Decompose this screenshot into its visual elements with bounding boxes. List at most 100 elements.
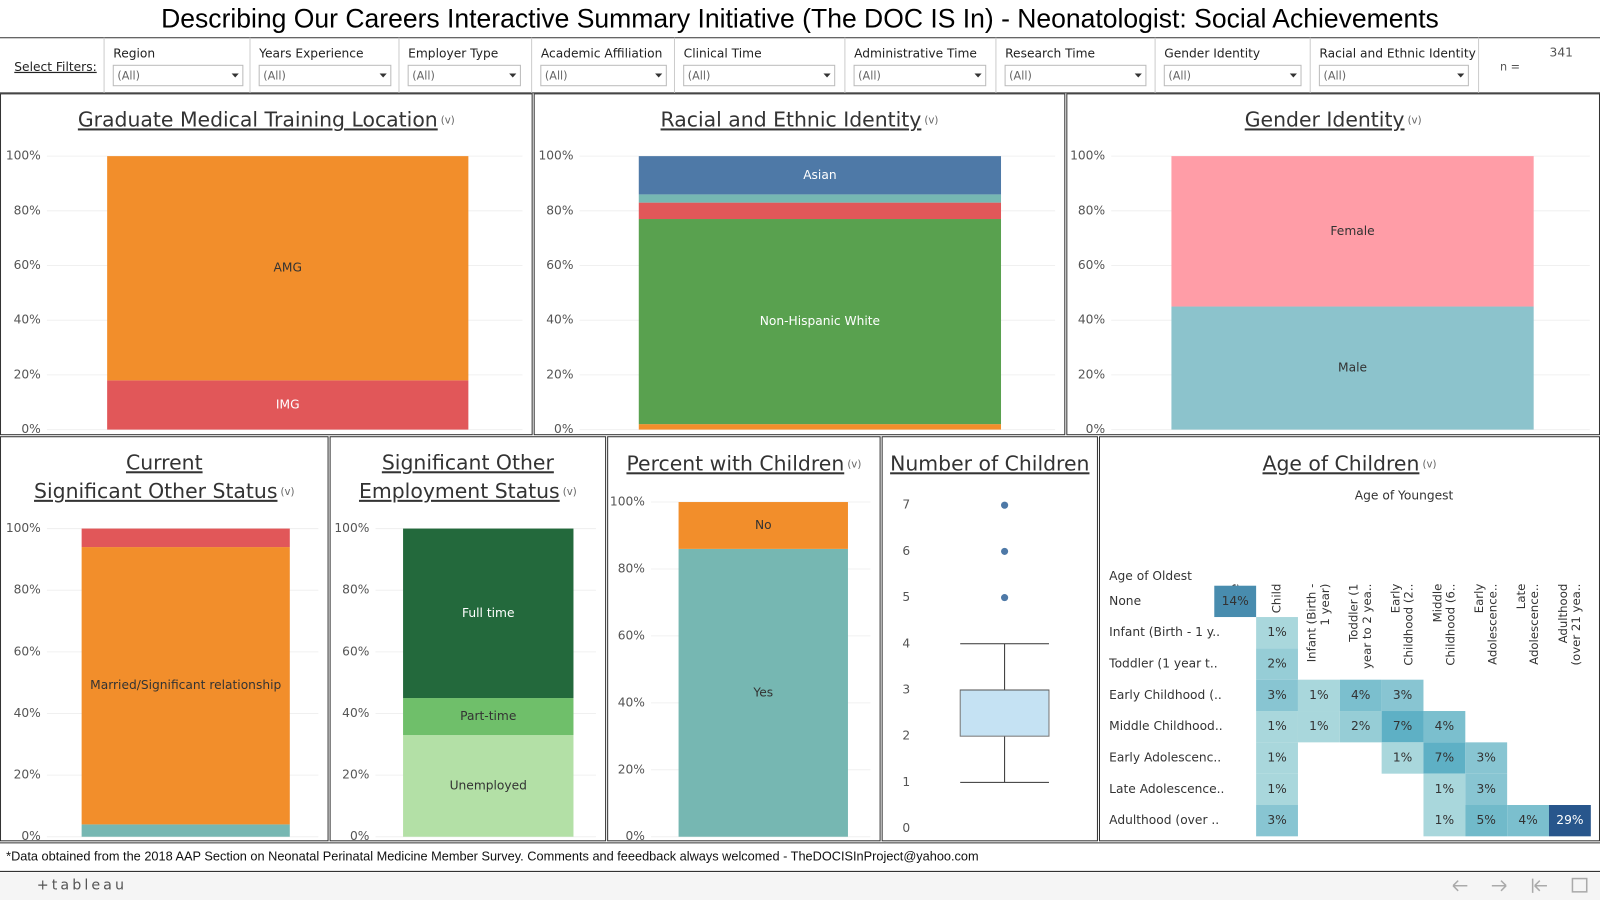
chart-title: Number of Children [890, 451, 1089, 475]
filter-label: Gender Identity [1164, 47, 1260, 61]
chart-title-note[interactable]: (v) [1408, 115, 1422, 126]
chart-title-text: Employment Status [359, 479, 560, 503]
chart-panel: Racial and Ethnic Identity (v) 0% 20% 40% 60%… [533, 93, 1066, 436]
heat-cell[interactable] [1465, 805, 1508, 837]
heat-cell[interactable] [1256, 742, 1298, 774]
chart-title-note[interactable]: (v) [847, 459, 861, 470]
chart-title-note[interactable]: (v) [563, 487, 577, 498]
cell-label: 3% [1393, 688, 1412, 702]
chart-title-note[interactable]: (v) [1422, 459, 1436, 470]
filter-label: Region [113, 47, 155, 61]
heat-cell[interactable] [1256, 711, 1298, 743]
heat-cell[interactable] [1256, 805, 1298, 837]
brand[interactable]: +tableau [37, 878, 127, 894]
filter-value: (All) [263, 70, 286, 83]
y-tick-label: 100% [6, 521, 41, 535]
bar-segment[interactable] [638, 219, 1002, 425]
heat-cell[interactable] [1423, 742, 1466, 774]
bar-segment[interactable] [81, 547, 290, 825]
y-tick-label: 0% [21, 422, 40, 436]
bar-segment[interactable] [81, 528, 290, 548]
heat-cell[interactable] [1256, 648, 1298, 680]
cell-label: 3% [1477, 782, 1496, 796]
y-tick-label: 60% [1078, 258, 1105, 272]
bar-segment[interactable] [1171, 306, 1534, 430]
cell-label: 1% [1393, 751, 1412, 765]
reset-icon[interactable] [1531, 878, 1547, 893]
panel-border [0, 436, 329, 842]
chart-title: Employment Status (v) [359, 479, 577, 503]
heat-cell[interactable] [1256, 617, 1298, 649]
filter-label: Employer Type [408, 47, 498, 61]
bar-segment[interactable] [678, 502, 848, 549]
heat-cell[interactable] [1214, 585, 1257, 618]
heat-cell[interactable] [1381, 711, 1424, 743]
outlier[interactable] [1001, 501, 1009, 509]
box[interactable] [959, 689, 1050, 737]
chart-title: Gender Identity (v) [1245, 107, 1422, 131]
bar-segment[interactable] [1171, 156, 1534, 307]
filter-dropdown[interactable] [407, 64, 521, 87]
heat-cell[interactable] [1423, 711, 1466, 743]
heat-cell[interactable] [1381, 742, 1424, 774]
fullscreen-icon[interactable] [1571, 877, 1588, 893]
segment-label: Married/Significant relationship [90, 678, 281, 692]
filter-dropdown[interactable] [1004, 64, 1147, 87]
heat-cell[interactable] [1548, 805, 1591, 837]
bar-segment[interactable] [638, 424, 1002, 430]
bar-segment[interactable] [638, 156, 1002, 195]
chart-title-note[interactable]: (v) [281, 487, 295, 498]
heat-cell[interactable] [1256, 679, 1298, 712]
chart-title-text: Gender Identity [1245, 107, 1405, 131]
heat-cell[interactable] [1297, 679, 1340, 712]
outlier[interactable] [1001, 594, 1009, 602]
heat-cell[interactable] [1256, 773, 1298, 805]
bar-segment[interactable] [403, 735, 574, 837]
heat-cell[interactable] [1297, 711, 1340, 743]
bar-segment[interactable] [107, 380, 469, 430]
heat-cell[interactable] [1339, 679, 1382, 712]
filter-value: (All) [412, 70, 435, 83]
bar-segment[interactable] [678, 548, 848, 837]
heat-cell[interactable] [1507, 805, 1549, 837]
panel-border [0, 93, 533, 436]
outlier[interactable] [1001, 547, 1009, 555]
filter-dropdown[interactable] [853, 64, 987, 87]
undo-icon[interactable] [1452, 880, 1468, 892]
chart-panel: Gender Identity (v) 0% 20% 40% 60% 80% 100% Male… [1066, 93, 1600, 436]
chart-panel: Graduate Medical Training Location (v) 0% 2… [0, 93, 533, 436]
chart-title-text: Age of Children [1263, 451, 1420, 475]
redo-icon[interactable] [1491, 880, 1507, 892]
filter-dropdown[interactable] [258, 64, 392, 87]
chart-panel: Age of Children (v) Age of Youngest Age of … [1098, 436, 1600, 842]
heat-cell[interactable] [1423, 805, 1466, 837]
chart-title-text: Graduate Medical Training Location [78, 107, 438, 131]
y-tick-label: 40% [1078, 313, 1105, 327]
bar-segment[interactable] [638, 202, 1002, 220]
y-tick-label: 40% [14, 313, 41, 327]
bar-segment[interactable] [638, 194, 1002, 203]
filter-dropdown[interactable] [683, 64, 836, 87]
filter-dropdown[interactable] [112, 64, 244, 87]
cell-label: 7% [1393, 719, 1412, 733]
bar-segment[interactable] [403, 698, 574, 736]
heat-cell[interactable] [1381, 679, 1424, 712]
bar-segment[interactable] [403, 528, 574, 699]
panel-border [881, 436, 1098, 842]
chart-title-note[interactable]: (v) [924, 115, 938, 126]
chart-title-note[interactable]: (v) [441, 115, 455, 126]
y-tick-label: 20% [546, 367, 573, 381]
cell-label: 1% [1267, 782, 1286, 796]
heat-cell[interactable] [1423, 773, 1466, 805]
y-tick-label: 0% [350, 829, 369, 843]
bar-segment[interactable] [81, 824, 290, 837]
y-tick-label: 80% [342, 583, 369, 597]
filter-dropdown[interactable] [1318, 64, 1469, 87]
cell-label: 5% [1477, 813, 1496, 827]
bar-segment[interactable] [107, 156, 469, 381]
filter-dropdown[interactable] [540, 64, 667, 87]
heat-cell[interactable] [1339, 711, 1382, 743]
heat-cell[interactable] [1465, 742, 1508, 774]
heat-cell[interactable] [1465, 773, 1508, 805]
filter-dropdown[interactable] [1163, 64, 1302, 87]
